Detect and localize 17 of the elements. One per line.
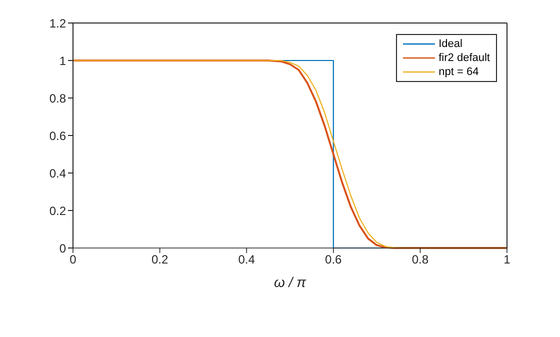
y-tick-label: 0.6	[49, 128, 66, 143]
x-axis-title: ω / π	[274, 274, 307, 290]
y-tick-label: 0.2	[49, 204, 66, 218]
y-tick-label: 0.4	[49, 166, 66, 180]
legend-label: fir2 default	[438, 52, 490, 64]
x-tick-label: 0.6	[325, 252, 342, 267]
legend-label: Ideal	[438, 38, 462, 50]
y-tick-label: 0	[59, 241, 66, 256]
legend-label: npt = 64	[438, 66, 479, 78]
x-tick-label: 0	[70, 252, 77, 267]
x-tick-label: 0.2	[151, 252, 168, 267]
x-tick-label: 0.4	[238, 252, 256, 267]
y-tick-label: 0.8	[49, 91, 66, 106]
y-tick-label: 1.2	[49, 16, 66, 30]
x-tick-label: 0.8	[412, 252, 429, 267]
x-tick-label: 1	[504, 252, 511, 267]
y-tick-label: 1	[59, 54, 66, 68]
